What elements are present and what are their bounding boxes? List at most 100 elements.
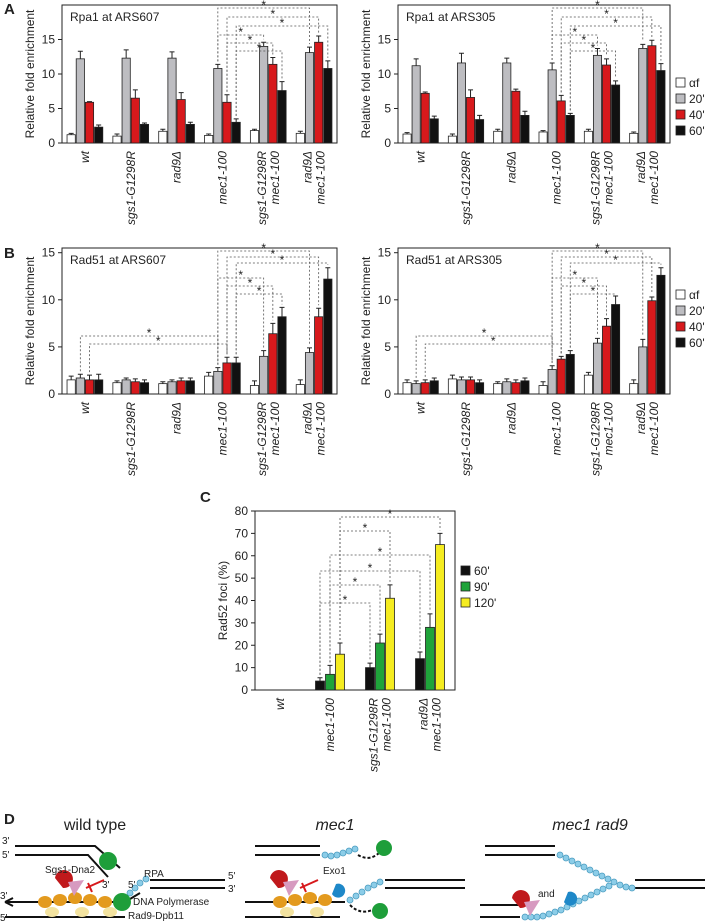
error-bar — [307, 347, 312, 353]
bar — [420, 92, 430, 144]
error-bar — [132, 89, 138, 99]
chart-title: Rad51 at ARS607 — [70, 253, 166, 267]
error-bar — [160, 128, 166, 132]
error-bar — [404, 132, 410, 135]
bar — [402, 133, 412, 144]
bar — [295, 132, 305, 144]
error-bar — [224, 356, 230, 363]
bar — [456, 62, 466, 144]
x-tick-label: wt — [414, 401, 428, 414]
bar — [121, 379, 131, 395]
arrow — [4, 897, 14, 907]
bar — [259, 46, 269, 144]
error-bar — [649, 296, 655, 301]
bar — [538, 131, 548, 144]
bar — [556, 358, 566, 395]
error-bar — [96, 373, 102, 380]
x-tick-label: sgs1-G1298R — [589, 151, 603, 225]
strand-end: 5' — [128, 880, 136, 891]
bar — [547, 69, 557, 144]
x-tick-label: sgs1-G1298R — [255, 402, 269, 476]
y-tick-label: 5 — [384, 102, 391, 116]
bar — [647, 45, 657, 144]
significance-label: * — [363, 521, 368, 535]
y-tick-label: 10 — [42, 293, 56, 307]
x-tick-label: mec1-100 — [323, 698, 337, 752]
bar — [638, 346, 648, 395]
x-tick-label: rad9Δ — [634, 402, 648, 434]
x-tick-label: mec1-100 — [647, 151, 661, 205]
significance-label: * — [280, 253, 285, 267]
error-bar — [367, 662, 373, 668]
significance-label: * — [248, 276, 253, 290]
y-tick-label: 5 — [384, 340, 391, 354]
significance-bracket — [551, 250, 644, 363]
bar — [565, 115, 575, 144]
bar — [204, 375, 214, 395]
bar — [75, 377, 85, 395]
significance-label: * — [270, 7, 275, 21]
error-bar — [458, 376, 464, 380]
significance-bracket — [79, 335, 219, 372]
error-bar — [468, 89, 474, 98]
error-bar — [431, 377, 437, 381]
bar — [84, 101, 95, 144]
significance-bracket — [329, 584, 381, 663]
error-bar — [316, 307, 322, 317]
significance-label: * — [595, 0, 600, 12]
error-bar — [215, 63, 221, 69]
significance-label: * — [261, 0, 266, 12]
error-bar — [640, 43, 646, 49]
significance-label: * — [604, 247, 609, 261]
diagram-label: Exo1 — [323, 866, 346, 877]
x-tick-label: mec1-100 — [268, 151, 282, 205]
bar — [420, 382, 430, 395]
error-bar — [567, 350, 573, 355]
significance-bracket — [551, 34, 598, 60]
error-bar — [658, 267, 664, 276]
y-tick-label: 15 — [42, 246, 56, 260]
bar — [638, 48, 648, 144]
y-tick-label: 15 — [378, 33, 392, 47]
error-bar — [604, 58, 610, 66]
error-bar — [187, 121, 193, 125]
legend-label: αf — [689, 288, 700, 302]
error-bar — [252, 128, 257, 131]
error-bar — [413, 58, 419, 66]
bar — [314, 41, 324, 144]
legend-swatch — [675, 321, 686, 332]
strand — [385, 879, 465, 889]
bar — [167, 57, 177, 144]
significance-bracket — [569, 25, 662, 111]
diagram-label: Sgs1-Dna2 — [45, 865, 95, 876]
legend-label: 60' — [474, 564, 490, 578]
error-bar — [549, 62, 555, 70]
bar — [493, 383, 503, 395]
bar — [466, 379, 476, 395]
significance-label: * — [582, 33, 587, 47]
x-tick-label: rad9Δ — [417, 698, 431, 730]
bar — [429, 380, 439, 395]
error-bar — [87, 101, 92, 103]
error-bar — [427, 613, 433, 628]
y-tick-label: 5 — [48, 340, 55, 354]
y-axis-label: Relative fold enrichment — [23, 9, 37, 138]
error-bar — [558, 355, 564, 360]
error-bar — [404, 379, 410, 383]
y-tick-label: 10 — [378, 67, 392, 81]
bar — [323, 278, 333, 395]
bar — [375, 642, 385, 691]
panel-label: D — [4, 811, 15, 828]
error-bar — [649, 39, 655, 46]
panel-label: C — [200, 489, 211, 506]
x-tick-label: rad9Δ — [504, 151, 518, 183]
significance-label: * — [238, 268, 243, 282]
significance-label: * — [353, 575, 358, 589]
plot-frame — [397, 247, 671, 395]
error-bar — [215, 367, 221, 372]
bar — [277, 316, 287, 395]
bar — [304, 52, 315, 144]
significance-label: * — [582, 276, 587, 290]
bar — [411, 65, 421, 144]
dna2 — [68, 880, 84, 896]
